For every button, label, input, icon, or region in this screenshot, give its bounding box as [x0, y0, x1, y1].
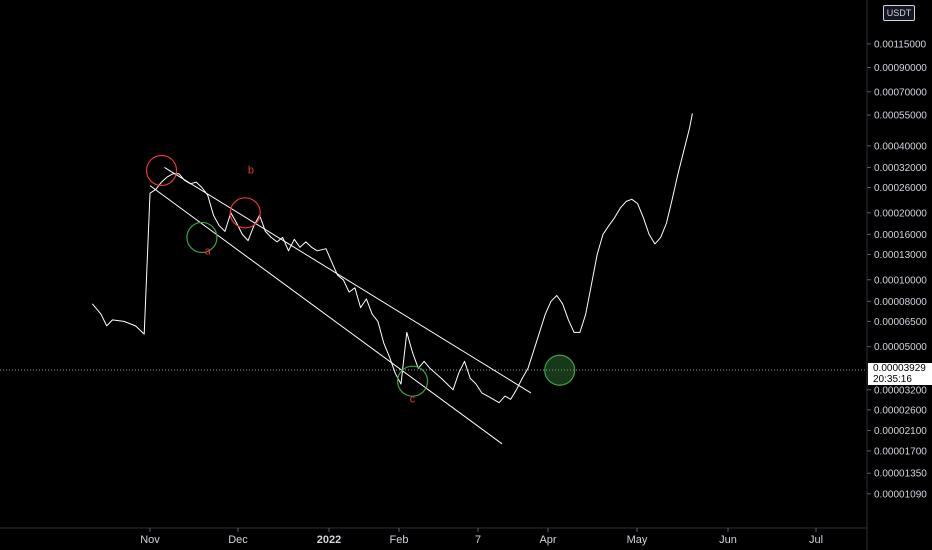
price-tick-label: 0.00070000	[874, 87, 927, 98]
time-tick-label: 7	[475, 534, 481, 546]
wave-labels: a b c	[205, 165, 416, 406]
time-tick-label: Feb	[390, 534, 409, 546]
pivot-circle-2	[229, 197, 261, 229]
pivot-circle-3	[186, 221, 218, 254]
quote-currency-badge[interactable]: USDT	[883, 5, 915, 21]
price-tick-label: 0.00002100	[874, 426, 927, 437]
price-line-series-1	[91, 113, 693, 404]
price-tick-label: 0.00001350	[874, 469, 927, 480]
channel-trendlines	[149, 166, 532, 445]
price-axis[interactable]: 0.00115000 0.00090000 0.00070000 0.00055000…	[867, 39, 927, 500]
time-axis[interactable]: Nov Dec 2022 Feb 7 Apr May Jun Jul	[140, 528, 823, 546]
price-tick-label: 0.00001090	[874, 489, 927, 500]
price-tick-label: 0.00115000	[874, 39, 927, 50]
current-price-label: 0.00003929 20:35:16	[868, 363, 932, 385]
price-tick-label: 0.00008000	[874, 297, 927, 308]
time-tick-label: May	[627, 534, 648, 546]
time-tick-label: Apr	[539, 534, 556, 546]
price-tick-label: 0.00006500	[874, 317, 927, 328]
wave-label-c: c	[410, 394, 416, 406]
current-price-value: 0.00003929	[873, 363, 926, 374]
price-tick-label: 0.00090000	[874, 63, 927, 74]
price-tick-label: 0.00032000	[874, 163, 927, 174]
price-tick-label: 0.00010000	[874, 275, 927, 286]
price-tick-label: 0.00026000	[874, 183, 927, 194]
pivot-circle-1	[145, 154, 178, 187]
time-tick-label: Dec	[228, 534, 248, 546]
pivot-circle-5	[544, 354, 576, 386]
candle-countdown: 20:35:16	[873, 374, 912, 385]
quote-currency-label: USDT	[886, 8, 912, 18]
trendline-2	[149, 185, 503, 445]
wave-label-b: b	[248, 165, 254, 177]
pivot-circle-4	[396, 365, 429, 397]
time-tick-label: Nov	[140, 534, 160, 546]
price-tick-label: 0.00003200	[874, 385, 927, 396]
price-tick-label: 0.00040000	[874, 141, 927, 152]
price-tick-label: 0.00055000	[874, 111, 927, 122]
price-tick-label: 0.00005000	[874, 342, 927, 353]
time-tick-label: Jun	[719, 534, 737, 546]
trendline-1	[164, 166, 532, 394]
price-tick-label: 0.00002600	[874, 405, 927, 416]
price-tick-label: 0.00013000	[874, 250, 927, 261]
price-tick-label: 0.00001700	[874, 446, 927, 457]
price-series	[91, 113, 693, 404]
price-tick-label: 0.00020000	[874, 208, 927, 219]
time-tick-label: Jul	[809, 534, 823, 546]
wave-label-a: a	[205, 245, 212, 257]
pivot-circles	[145, 154, 576, 397]
price-tick-label: 0.00016000	[874, 230, 927, 241]
time-tick-label: 2022	[317, 534, 341, 546]
